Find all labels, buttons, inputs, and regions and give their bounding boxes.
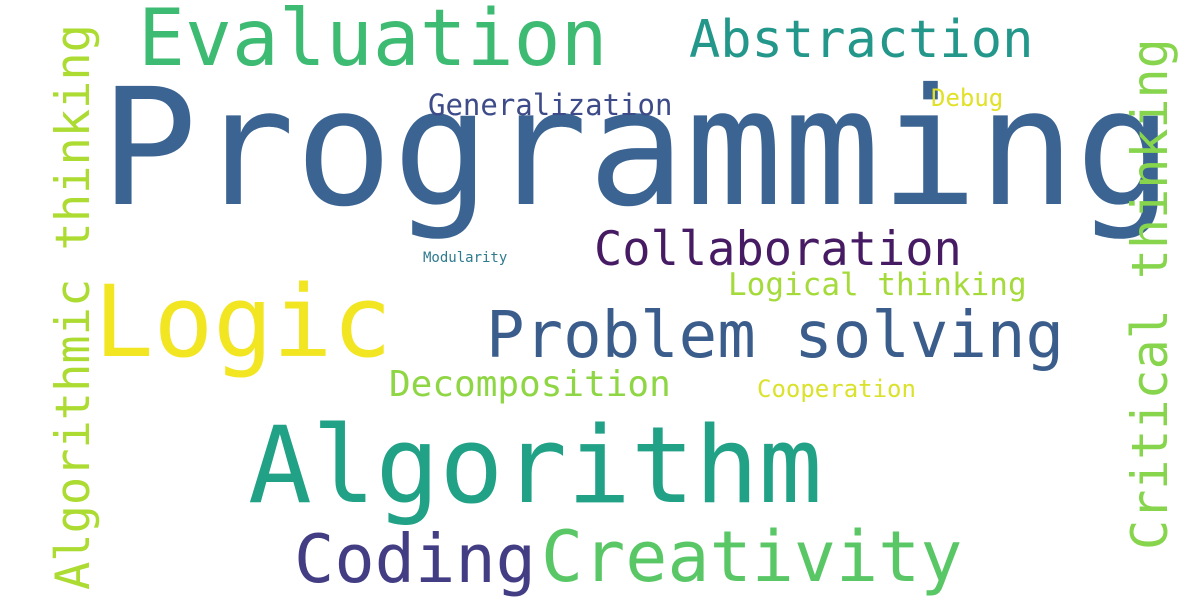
word-coding: Coding: [294, 520, 537, 598]
word-algorithm: Algorithm: [248, 404, 823, 527]
word-creativity: Creativity: [541, 516, 963, 598]
word-problem-solving: Problem solving: [486, 299, 1064, 373]
word-debug: Debug: [931, 84, 1004, 112]
word-programming: Programming: [100, 55, 1173, 243]
word-logical-thinking: Logical thinking: [728, 267, 1027, 303]
word-generalization: Generalization: [428, 88, 673, 122]
word-evaluation: Evaluation: [138, 0, 608, 84]
word-collaboration: Collaboration: [594, 222, 962, 277]
word-modularity: Modularity: [423, 250, 508, 266]
word-cooperation: Cooperation: [757, 375, 916, 403]
word-decomposition: Decomposition: [389, 364, 671, 405]
word-critical-thinking: Critical thinking: [1121, 38, 1179, 550]
word-logic: Logic: [94, 265, 393, 380]
word-abstraction: Abstraction: [689, 10, 1034, 70]
word-algorithmic-thinking: Algorithmic thinking: [46, 24, 101, 590]
